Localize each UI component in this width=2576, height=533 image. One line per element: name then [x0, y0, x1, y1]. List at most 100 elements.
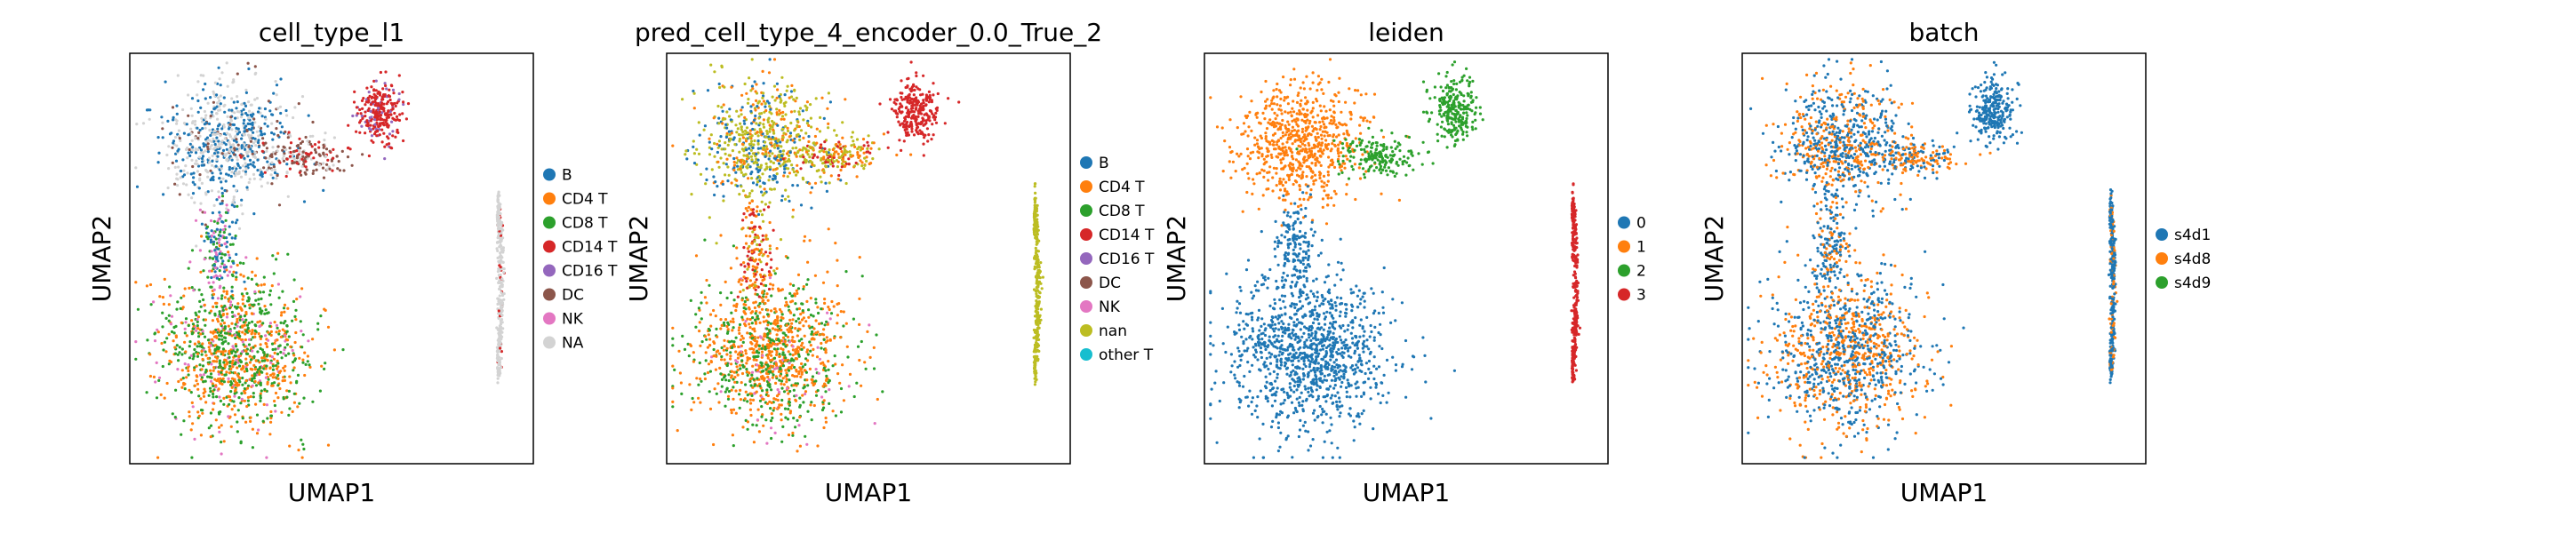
- scatter-point: [736, 184, 740, 187]
- scatter-point: [244, 167, 248, 171]
- scatter-point: [251, 149, 254, 154]
- scatter-point: [495, 326, 499, 330]
- scatter-point: [203, 387, 206, 391]
- scatter-point: [739, 388, 742, 392]
- scatter-point: [231, 359, 235, 362]
- scatter-point: [721, 182, 725, 186]
- scatter-point: [253, 329, 257, 332]
- scatter-point: [308, 134, 312, 139]
- scatter-point: [900, 95, 903, 99]
- scatter-point: [727, 378, 731, 383]
- scatter-point: [775, 172, 779, 176]
- scatter-point: [780, 315, 783, 319]
- scatter-point: [296, 144, 300, 147]
- scatter-point: [244, 310, 248, 314]
- scatter-point: [230, 158, 234, 162]
- scatter-point: [231, 274, 235, 278]
- scatter-point: [191, 322, 195, 326]
- scatter-point: [809, 344, 812, 347]
- scatter-point: [384, 70, 388, 74]
- scatter-point: [740, 171, 743, 174]
- scatter-point: [747, 98, 750, 101]
- scatter-point: [214, 237, 218, 241]
- scatter-point: [773, 174, 777, 179]
- scatter-point: [774, 362, 778, 365]
- scatter-point: [401, 112, 404, 115]
- scatter-point: [250, 115, 253, 118]
- scatter-point: [211, 211, 214, 215]
- scatter-point: [715, 392, 718, 395]
- scatter-point: [730, 131, 733, 135]
- scatter-point: [230, 285, 234, 289]
- scatter-point: [741, 219, 745, 222]
- scatter-point: [681, 98, 684, 101]
- scatter-point: [241, 324, 244, 328]
- scatter-point: [781, 331, 785, 335]
- scatter-point: [148, 108, 152, 112]
- scatter-point: [284, 108, 288, 113]
- scatter-point: [278, 105, 283, 108]
- scatter-point: [388, 88, 391, 91]
- scatter-point: [756, 363, 759, 367]
- scatter-point: [722, 321, 726, 324]
- scatter-point: [779, 324, 782, 328]
- scatter-point: [899, 91, 902, 95]
- scatter-point: [791, 434, 795, 437]
- scatter-point: [787, 407, 790, 411]
- scatter-point: [198, 128, 202, 132]
- scatter-point: [822, 399, 826, 402]
- scatter-point: [212, 115, 215, 118]
- scatter-point: [747, 262, 750, 266]
- scatter-point: [708, 153, 712, 156]
- scatter-point: [496, 256, 500, 259]
- scatter-point: [219, 235, 222, 238]
- scatter-point: [220, 315, 223, 319]
- scatter-point: [380, 122, 383, 125]
- scatter-point: [793, 89, 796, 92]
- scatter-point: [391, 134, 395, 138]
- scatter-point: [209, 309, 213, 313]
- scatter-point: [216, 127, 220, 131]
- scatter-point: [381, 98, 385, 101]
- scatter-point: [212, 275, 216, 279]
- scatter-point: [807, 315, 811, 319]
- scatter-point: [793, 109, 796, 113]
- scatter-point: [289, 381, 292, 385]
- scatter-point: [180, 296, 183, 299]
- scatter-point: [826, 322, 829, 326]
- scatter-point: [234, 221, 237, 225]
- scatter-point: [245, 291, 249, 295]
- scatter-point: [720, 65, 724, 69]
- legend-marker: [543, 336, 556, 349]
- scatter-point: [791, 431, 795, 435]
- scatter-point: [746, 356, 749, 360]
- scatter-point: [698, 330, 701, 333]
- scatter-point: [692, 145, 695, 148]
- scatter-point: [748, 147, 751, 150]
- scatter-point: [744, 324, 748, 328]
- scatter-point: [223, 188, 227, 193]
- scatter-point: [764, 168, 767, 171]
- scatter-point: [732, 343, 736, 346]
- scatter-point: [388, 132, 392, 136]
- scatter-point: [285, 163, 289, 166]
- scatter-point: [771, 119, 774, 123]
- scatter-point: [803, 239, 806, 243]
- scatter-point: [722, 195, 725, 198]
- scatter-point: [218, 269, 221, 273]
- scatter-point: [261, 290, 266, 294]
- scatter-point: [171, 161, 174, 164]
- scatter-point: [314, 151, 318, 155]
- scatter-point: [915, 71, 918, 75]
- scatter-point: [217, 66, 220, 69]
- scatter-point: [285, 157, 289, 161]
- scatter-point: [260, 115, 264, 118]
- scatter-point: [205, 136, 209, 139]
- scatter-point: [241, 383, 244, 386]
- scatter-point: [756, 131, 759, 134]
- scatter-point: [162, 193, 165, 196]
- scatter-point: [322, 146, 325, 149]
- scatter-point: [245, 114, 249, 117]
- scatter-point: [385, 122, 389, 125]
- scatter-point: [178, 351, 181, 354]
